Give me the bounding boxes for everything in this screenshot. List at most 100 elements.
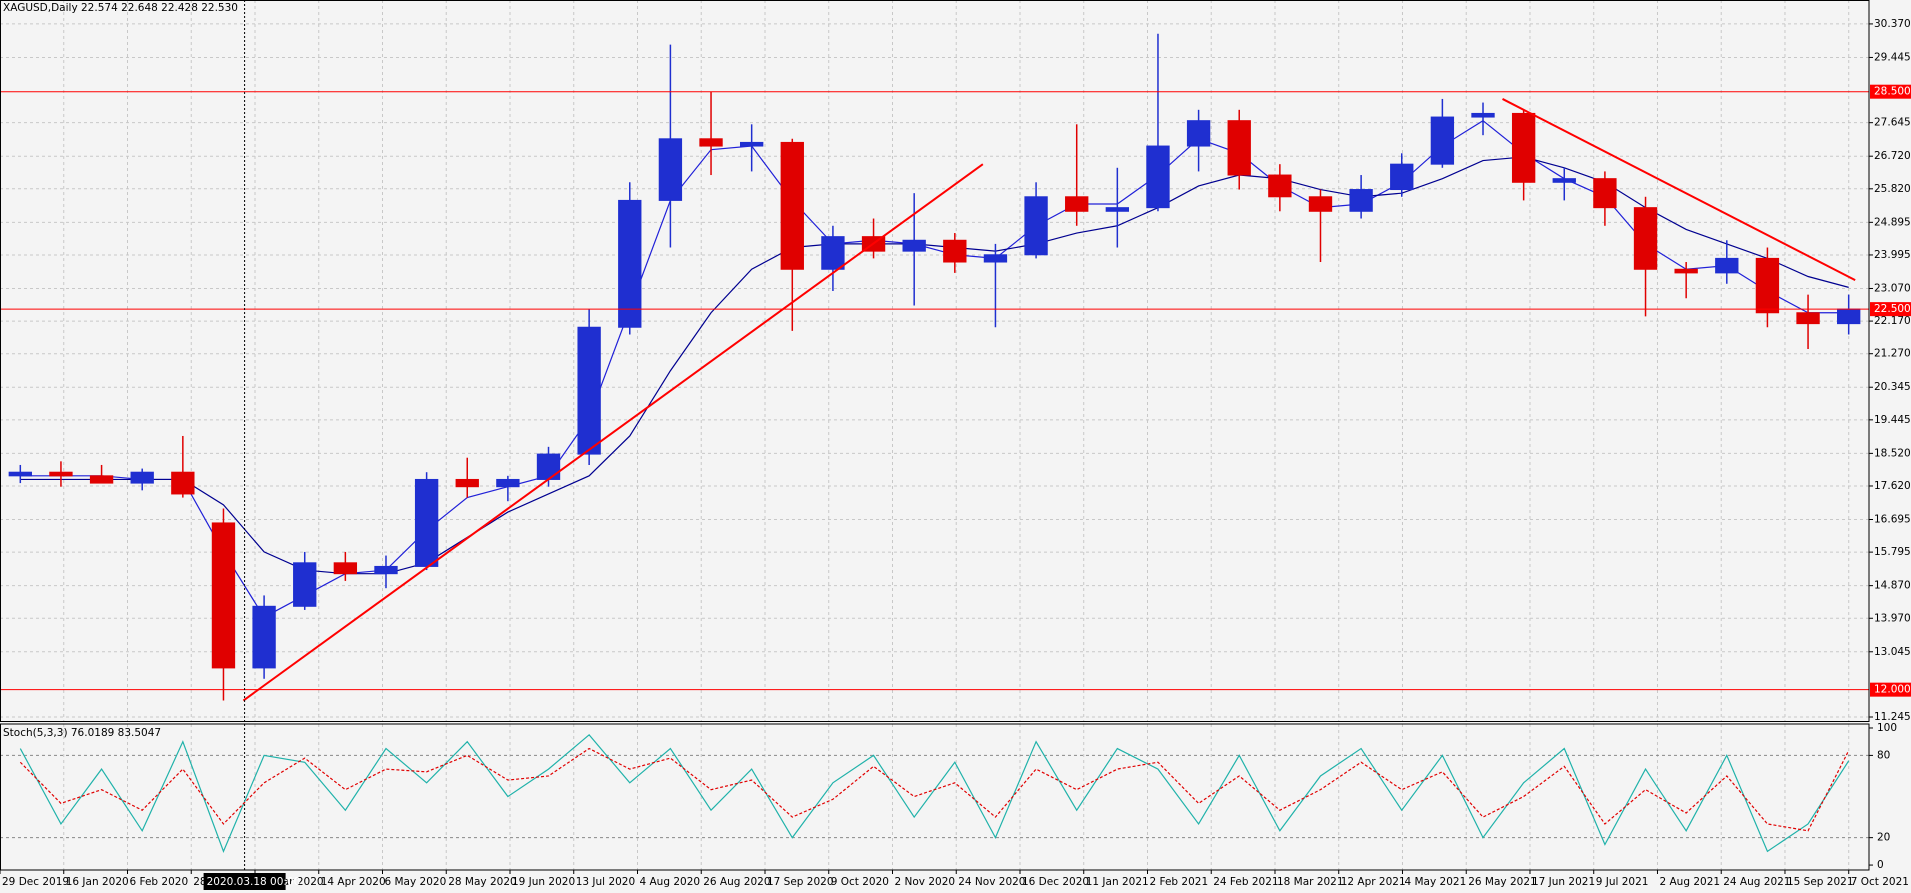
candle-body (780, 141, 804, 270)
y-tick-label: 23.070 (1874, 282, 1911, 294)
y-tick-label: 0 (1877, 859, 1884, 871)
candle-body (983, 254, 1008, 263)
candle-body (577, 326, 601, 455)
candle-body (293, 562, 317, 607)
candle-body (943, 239, 967, 263)
candle-body (1796, 312, 1820, 325)
candle-body (1105, 207, 1130, 212)
x-tick-label: 13 Jul 2020 (576, 876, 635, 888)
indicator-title: Stoch(5,3,3) 76.0189 83.5047 (3, 727, 161, 739)
candle-body (1390, 163, 1414, 191)
candle-body (171, 471, 195, 495)
x-tick-label: 14 Apr 2020 (321, 876, 386, 888)
x-tick-label: 18 Mar 2021 (1277, 876, 1344, 888)
candle-body (1186, 120, 1211, 147)
x-tick-label: 28 May 2020 (448, 876, 516, 888)
candle-body (1349, 189, 1373, 212)
candle-body (739, 141, 764, 147)
x-tick-label: 15 Sep 2021 (1787, 876, 1854, 888)
candle-body (1633, 207, 1658, 270)
candle-body (374, 565, 398, 575)
y-tick-label: 22.170 (1874, 315, 1911, 327)
candle-body (211, 522, 236, 669)
moving-average (20, 156, 1849, 575)
y-tick-label: 100 (1877, 722, 1897, 734)
y-tick-label: 21.270 (1874, 348, 1911, 360)
x-tick-label: 6 May 2020 (384, 876, 446, 888)
level-label-box (1870, 682, 1911, 697)
x-tick-label: 26 Aug 2020 (703, 876, 770, 888)
candle-body (1430, 116, 1455, 165)
x-tick-label: 2 Nov 2020 (894, 876, 955, 888)
x-tick-label: 2 Aug 2021 (1659, 876, 1720, 888)
y-tick-label: 24.895 (1874, 216, 1911, 228)
candle-body (536, 453, 561, 480)
candle-body (1471, 112, 1495, 118)
candle-body (130, 471, 154, 484)
x-tick-label: 11 Jan 2021 (1086, 876, 1149, 888)
crosshair-label-box (203, 873, 286, 890)
y-tick-label: 20.345 (1874, 381, 1911, 393)
candle-body (414, 478, 439, 567)
y-tick-label: 16.695 (1874, 514, 1911, 526)
candle-body (902, 239, 926, 252)
chart-title: XAGUSD,Daily 22.574 22.648 22.428 22.530 (3, 2, 238, 14)
y-tick-label: 14.870 (1874, 580, 1911, 592)
candle-body (333, 562, 358, 575)
candle-body (8, 471, 32, 477)
y-tick-label: 11.245 (1874, 711, 1911, 723)
level-label-box (1870, 302, 1911, 317)
candle-body (699, 138, 723, 147)
y-tick-label: 29.445 (1874, 51, 1911, 63)
x-tick-label: 29 Dec 2019 (2, 876, 69, 888)
y-tick-label: 25.820 (1874, 183, 1911, 195)
candle-body (455, 478, 479, 488)
x-tick-label: 6 Feb 2020 (129, 876, 188, 888)
moving-average (20, 119, 1849, 618)
x-tick-label: 24 Aug 2021 (1723, 876, 1790, 888)
x-tick-label: 26 May 2021 (1468, 876, 1536, 888)
x-tick-label: 19 Jun 2020 (512, 876, 575, 888)
x-tick-label: 9 Jul 2021 (1596, 876, 1649, 888)
trendline (242, 163, 984, 702)
y-tick-label: 13.970 (1874, 612, 1911, 624)
y-tick-label: 30.370 (1874, 18, 1911, 30)
candle-body (1674, 268, 1698, 274)
x-tick-label: 9 Oct 2020 (831, 876, 889, 888)
x-tick-label: 4 May 2021 (1404, 876, 1466, 888)
x-tick-label: 7 Oct 2021 (1851, 876, 1909, 888)
x-tick-label: 24 Nov 2020 (958, 876, 1025, 888)
x-tick-label: 17 Sep 2020 (767, 876, 834, 888)
price-panel-frame (0, 0, 1870, 722)
y-tick-label: 20 (1877, 832, 1890, 844)
candle-body (1837, 308, 1861, 325)
level-label: 12.000 (1874, 684, 1911, 696)
candle-body (1593, 178, 1617, 209)
y-tick-label: 17.620 (1874, 480, 1911, 492)
x-tick-label: 17 Jun 2021 (1532, 876, 1595, 888)
candle-body (1715, 257, 1739, 274)
level-label-box (1870, 84, 1911, 99)
y-tick-label: 13.045 (1874, 646, 1911, 658)
x-tick-label: 24 Feb 2021 (1213, 876, 1278, 888)
candle-body (1511, 112, 1536, 183)
x-tick-label: 16 Dec 2020 (1022, 876, 1089, 888)
candle-body (49, 471, 73, 477)
candle-body (1268, 174, 1292, 198)
stoch-line (19, 747, 1850, 832)
candle-body (496, 478, 520, 488)
x-tick-label: 16 Jan 2020 (66, 876, 129, 888)
trendline (1502, 98, 1856, 282)
candle-body (1552, 178, 1576, 183)
candle-body (618, 199, 642, 328)
candle-body (1308, 196, 1333, 212)
y-tick-label: 15.795 (1874, 546, 1911, 558)
candle-body (821, 236, 845, 270)
candle-body (1755, 257, 1780, 314)
y-tick-label: 19.445 (1874, 414, 1911, 426)
y-tick-label: 26.720 (1874, 150, 1911, 162)
y-tick-label: 18.520 (1874, 447, 1911, 459)
y-tick-label: 80 (1877, 749, 1890, 761)
candle-body (89, 475, 114, 484)
